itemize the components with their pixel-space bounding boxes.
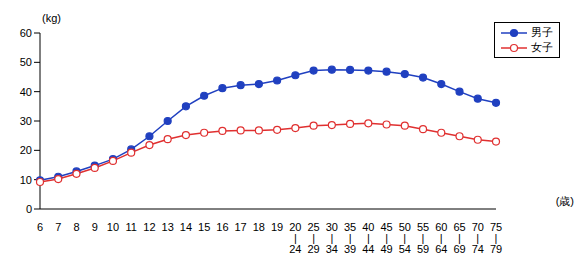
svg-text:15: 15 [198, 221, 210, 233]
svg-text:50: 50 [20, 56, 32, 68]
svg-text:9: 9 [92, 221, 98, 233]
svg-text:8: 8 [73, 221, 79, 233]
svg-text:45|49: 45|49 [380, 221, 392, 255]
svg-text:25|29: 25|29 [307, 221, 319, 255]
html-text:(歳): (歳) [555, 195, 574, 207]
svg-text:20: 20 [20, 144, 32, 156]
svg-text:19: 19 [271, 221, 283, 233]
svg-text:11: 11 [125, 221, 136, 233]
svg-text:10: 10 [107, 221, 119, 233]
html-text:(kg): (kg) [42, 12, 61, 24]
svg-text:30|34: 30|34 [326, 221, 338, 255]
svg-text:40: 40 [20, 86, 32, 98]
svg-text:65|69: 65|69 [453, 221, 465, 255]
svg-text:55|59: 55|59 [417, 221, 429, 255]
html-text:女子: 女子 [531, 41, 553, 53]
svg-text:30: 30 [20, 115, 32, 127]
svg-text:18: 18 [253, 221, 265, 233]
svg-text:75|79: 75|79 [490, 221, 502, 255]
html-text:男子: 男子 [531, 26, 553, 38]
svg-text:60|64: 60|64 [435, 221, 447, 255]
svg-text:60: 60 [20, 27, 32, 39]
svg-text:7: 7 [55, 221, 61, 233]
svg-text:17: 17 [235, 221, 247, 233]
svg-text:10: 10 [20, 174, 32, 186]
svg-text:70|74: 70|74 [472, 221, 484, 255]
svg-text:35|39: 35|39 [344, 221, 356, 255]
svg-text:14: 14 [180, 221, 192, 233]
svg-text:40|44: 40|44 [362, 221, 374, 255]
svg-text:20|24: 20|24 [289, 221, 301, 255]
svg-text:0: 0 [26, 203, 32, 215]
svg-text:50|54: 50|54 [399, 221, 411, 255]
svg-text:12: 12 [143, 221, 155, 233]
svg-text:13: 13 [162, 221, 174, 233]
svg-text:6: 6 [37, 221, 43, 233]
svg-text:16: 16 [216, 221, 228, 233]
